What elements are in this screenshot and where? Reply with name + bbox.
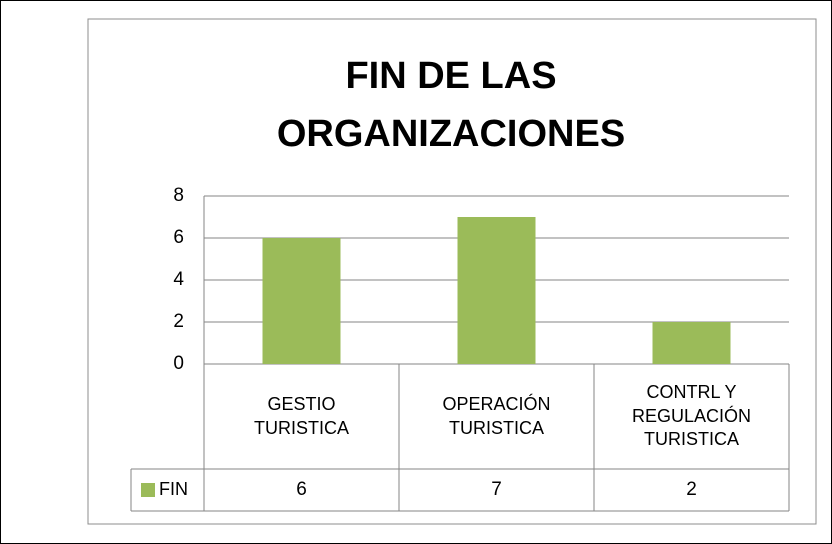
data-table-value: 2	[686, 478, 697, 500]
x-tick-label: OPERACIÓN TURISTICA	[442, 394, 551, 438]
y-tick-label: 4	[173, 268, 184, 290]
bar	[262, 238, 341, 364]
legend-label: FIN	[159, 479, 188, 500]
bar	[652, 322, 731, 364]
data-table-value: 7	[491, 478, 502, 500]
y-tick-label: 6	[173, 226, 184, 248]
chart-title: FIN DE LAS ORGANIZACIONES	[276, 55, 626, 155]
chart-area	[87, 18, 817, 525]
y-tick-label: 0	[173, 352, 184, 374]
legend-key	[141, 483, 155, 497]
x-tick-label: GESTIO TURISTICA	[253, 394, 349, 438]
y-tick-label: 8	[173, 184, 184, 206]
data-table-value: 6	[296, 478, 307, 500]
y-tick-label: 2	[173, 310, 184, 332]
bar	[457, 217, 536, 364]
x-tick-label: CONTRL Y REGULACIÓN TURISTICA	[631, 382, 752, 450]
